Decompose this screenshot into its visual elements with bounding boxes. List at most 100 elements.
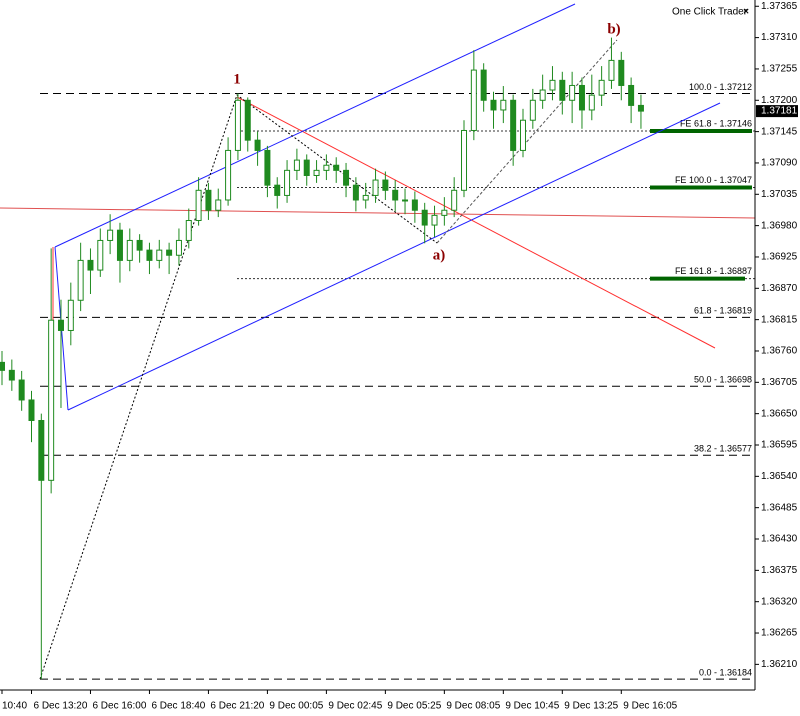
x-tick-label: 6 Dec 18:40	[151, 701, 205, 712]
candle-body	[8, 369, 15, 381]
candle-body	[284, 169, 291, 196]
x-tick-label: 6 Dec 16:00	[92, 701, 146, 712]
current-price-box	[756, 105, 798, 118]
candle-body	[637, 104, 644, 112]
candle-body	[588, 94, 595, 111]
candle-body	[57, 319, 64, 331]
channel-line	[67, 102, 721, 411]
wave-label: 1	[233, 71, 241, 87]
candle-body	[628, 84, 635, 106]
fib-label: 50.0 - 1.36698	[694, 375, 752, 385]
candle-body	[352, 184, 359, 201]
candle-body	[215, 199, 222, 211]
candle-body	[618, 59, 625, 86]
y-tick-label: 1.36650	[761, 408, 798, 419]
candle-body	[97, 239, 104, 271]
candle-body	[461, 129, 468, 191]
y-tick-label: 1.36265	[761, 628, 798, 639]
candle-body	[225, 149, 232, 201]
candle-body	[195, 189, 202, 222]
candle-body	[578, 84, 585, 111]
one-click-trader[interactable]: One Click Trader ×	[672, 7, 749, 18]
candle-body	[480, 69, 487, 101]
fib-levels: 100.0 - 1.37212 61.8 - 1.36819 50.0 - 1.36…	[40, 82, 755, 680]
candle-body	[362, 194, 369, 201]
y-tick-label: 1.37145	[761, 126, 798, 137]
candle-body	[392, 189, 399, 201]
time-axis: 10:40 6 Dec 13:20 6 Dec 16:00 6 Dec 18:40 6 …	[1, 690, 678, 712]
candle-body	[116, 229, 123, 261]
candle-body	[87, 259, 94, 271]
candle-body	[175, 239, 182, 256]
candle-body	[539, 89, 546, 101]
candle-body	[451, 189, 458, 211]
candle-body	[500, 99, 507, 111]
panel-title[interactable]: One Click Trader	[672, 7, 748, 18]
panel-close[interactable]: ×	[743, 7, 749, 18]
y-tick-label: 1.37090	[761, 158, 798, 169]
candle-body	[136, 239, 143, 251]
candle-body	[323, 164, 330, 171]
x-tick-label: 9 Dec 08:05	[446, 701, 500, 712]
y-tick-label: 1.37365	[761, 1, 798, 12]
y-tick-label: 1.36870	[761, 283, 798, 294]
current-price-label: 1.37181	[761, 106, 798, 117]
wave-label: b)	[607, 21, 620, 37]
candle-body	[559, 79, 566, 101]
candle-body	[254, 139, 261, 151]
candle-body	[431, 214, 438, 226]
candles	[0, 37, 644, 680]
fe-label: FE 161.8 - 1.36887	[675, 266, 752, 276]
fib-label: 0.0 - 1.36184	[699, 668, 752, 678]
candle-body	[234, 99, 241, 151]
fib-label: 61.8 - 1.36819	[694, 306, 752, 316]
candle-body	[107, 229, 114, 241]
candle-body	[67, 299, 74, 331]
candle-body	[608, 59, 615, 81]
candle-body	[333, 164, 340, 171]
x-tick-label: 9 Dec 16:05	[623, 701, 677, 712]
candle-body	[205, 189, 212, 211]
candle-body	[402, 199, 409, 202]
candle-body	[77, 259, 84, 301]
price-axis: 1.37365 1.37310 1.37255 1.37200 1.37145 1.370…	[755, 1, 798, 670]
candle-body	[156, 249, 163, 261]
trend-line	[236, 96, 716, 349]
zigzag-line	[39, 94, 438, 680]
y-tick-label: 1.36320	[761, 596, 798, 607]
candle-body	[529, 99, 536, 121]
wave-label: a)	[433, 247, 446, 263]
fe-label: FE 61.8 - 1.37146	[680, 118, 752, 128]
candle-body	[411, 199, 418, 211]
y-tick-label: 1.37035	[761, 189, 798, 200]
candle-body	[421, 209, 428, 226]
plot-area: 100.0 - 1.37212 61.8 - 1.36819 50.0 - 1.36…	[0, 3, 755, 680]
y-tick-label: 1.36375	[761, 565, 798, 576]
candle-body	[166, 249, 173, 256]
candle-body	[441, 209, 448, 216]
y-tick-label: 1.36925	[761, 252, 798, 263]
candle-body	[470, 69, 477, 131]
candle-body	[146, 249, 153, 261]
x-tick-label: 9 Dec 02:45	[328, 701, 382, 712]
candle-body	[244, 99, 251, 141]
candle-body	[293, 159, 300, 171]
candle-body	[274, 184, 281, 196]
zigzag-line	[436, 39, 618, 244]
fe-label: FE 100.0 - 1.37047	[675, 175, 752, 185]
candle-body	[185, 220, 192, 241]
candle-body	[549, 79, 556, 91]
x-tick-label: 9 Dec 10:45	[505, 701, 559, 712]
y-tick-label: 1.37310	[761, 32, 798, 43]
x-tick-label: 9 Dec 13:25	[564, 701, 618, 712]
y-tick-label: 1.37200	[761, 95, 798, 106]
candle-body	[28, 399, 35, 421]
candle-body	[126, 239, 133, 261]
fib-label: 100.0 - 1.37212	[689, 82, 752, 92]
candle-body	[48, 319, 55, 481]
candle-body	[569, 84, 576, 101]
channel-line	[54, 3, 576, 248]
candle-body	[343, 169, 350, 186]
candle-body	[313, 169, 320, 176]
